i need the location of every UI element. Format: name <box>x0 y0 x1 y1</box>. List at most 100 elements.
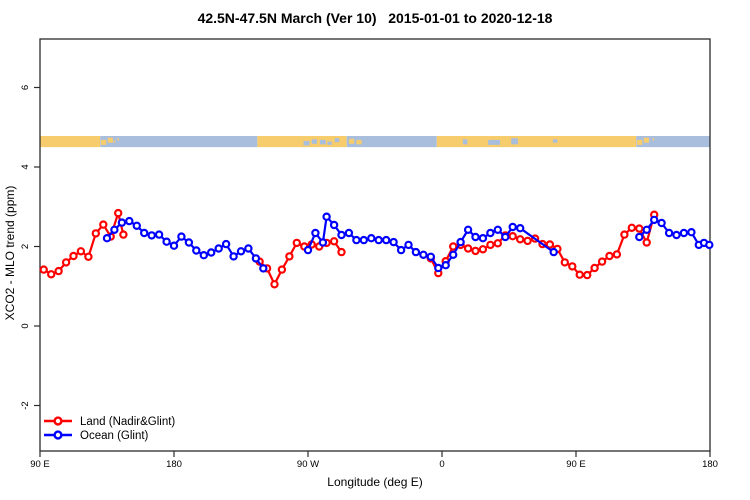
map-strip-ocean-speck <box>303 141 310 146</box>
series-ocean-glint-point <box>318 238 328 247</box>
map-strip-ocean-speck <box>488 139 501 145</box>
series-ocean-glint-point <box>154 230 164 239</box>
series-ocean-glint-point <box>102 233 112 243</box>
series-ocean-glint-point <box>329 220 339 230</box>
series-ocean-glint-point <box>221 239 231 249</box>
map-strip-land-speck <box>652 138 655 141</box>
series-land-nadir-glint-point <box>627 223 637 232</box>
map-strip-land-segment <box>40 135 101 148</box>
series-land-nadir-glint-point <box>463 244 473 253</box>
legend-marker-icon <box>53 416 63 426</box>
series-ocean-glint-point <box>125 216 134 226</box>
x-tick-label: 180 <box>166 459 182 470</box>
map-strip-ocean-segment <box>100 135 258 148</box>
series-ocean-glint-point <box>139 228 149 238</box>
map-strip-land-speck <box>113 140 116 143</box>
series-ocean-glint-point <box>501 232 510 242</box>
series-ocean-glint-point <box>177 232 186 241</box>
series-land-nadir-glint-point <box>620 230 629 239</box>
series-land-nadir-glint-point <box>523 236 532 246</box>
x-tick-label: 180 <box>702 459 718 470</box>
series-ocean-glint-point <box>650 215 659 225</box>
series-land-nadir-glint-point <box>277 265 287 274</box>
map-strip-land-speck <box>348 138 355 144</box>
series-land-nadir-glint-point <box>635 224 644 233</box>
map-strip-ocean-segment <box>636 135 710 148</box>
series-land-nadir-glint-point <box>270 280 279 289</box>
series-ocean-glint-point <box>229 252 238 261</box>
series-ocean-glint-point <box>434 263 443 273</box>
series-ocean-glint-point <box>132 221 141 230</box>
series-land-nadir-glint-point <box>76 247 86 256</box>
series-ocean-glint-line <box>106 219 265 270</box>
map-strip-land-speck <box>101 139 107 145</box>
series-land-nadir-glint-point <box>39 265 48 274</box>
map-strip-land-speck <box>356 139 362 145</box>
series-ocean-glint-point <box>449 250 458 259</box>
series-land-nadir-glint-point <box>642 238 651 247</box>
map-strip-land-segment <box>257 135 347 148</box>
series-ocean-glint-point <box>352 235 361 245</box>
series-ocean-glint-point <box>206 248 216 257</box>
series-ocean-glint-point <box>199 250 208 260</box>
legend: Land (Nadir&Glint) Ocean (Glint) <box>44 416 175 442</box>
series-ocean-glint-point <box>426 252 435 261</box>
map-strip-ocean-speck <box>462 139 468 145</box>
plot-border <box>39 38 711 452</box>
series-land-nadir-glint-point <box>119 230 128 239</box>
map-strip-land-segment <box>436 135 637 148</box>
series-land-nadir-glint-point <box>545 240 555 249</box>
series-ocean-glint-point <box>251 254 261 263</box>
series-ocean-glint-point <box>404 240 413 250</box>
map-strip-ocean-speck <box>327 141 332 145</box>
series-land-nadir-glint-point <box>560 258 570 267</box>
series-land-nadir-glint-point <box>493 239 502 248</box>
series-ocean-glint-point <box>389 237 398 247</box>
series-land-nadir-glint-point <box>508 231 517 241</box>
series-land-nadir-glint-point <box>99 220 108 229</box>
series-ocean-glint-point <box>382 235 391 245</box>
y-tick-label: -2 <box>20 401 31 409</box>
series-land-nadir-glint-point <box>329 237 339 246</box>
map-strip-land-speck <box>643 137 649 143</box>
series-ocean-glint-point <box>259 264 268 273</box>
series-land-nadir-glint-point <box>47 270 56 279</box>
series-ocean-glint-point <box>642 225 651 234</box>
legend-label: Ocean (Glint) <box>80 430 149 442</box>
chart-title: 42.5N-47.5N March (Ver 10) 2015-01-01 to… <box>197 10 553 26</box>
series-ocean-glint-point <box>184 238 194 247</box>
series-ocean-glint-point <box>687 227 696 237</box>
series-ocean-glint-point <box>374 235 383 245</box>
series-ocean-glint-point <box>244 244 253 253</box>
series-land-nadir-glint-point <box>54 266 63 276</box>
series-ocean-glint-point <box>705 240 714 250</box>
x-tick-label: 90 E <box>566 459 586 470</box>
map-strip-land-speck <box>117 138 119 141</box>
series-ocean-glint-point <box>344 228 354 238</box>
series-land-nadir-glint-point <box>516 235 525 244</box>
series-ocean-glint-point <box>635 232 644 242</box>
series-ocean-glint-point <box>192 246 201 255</box>
legend-label: Land (Nadir&Glint) <box>80 416 175 428</box>
x-tick-label: 90 E <box>30 459 50 470</box>
series-land-nadir-glint-point <box>471 246 480 256</box>
series-ocean-glint-point <box>508 222 517 232</box>
series-ocean-glint-point <box>322 212 331 221</box>
series-land-nadir-glint-point <box>449 242 458 251</box>
series-ocean-glint-point <box>549 247 558 257</box>
series-ocean-glint-point <box>664 228 674 238</box>
series-ocean-glint <box>102 212 714 273</box>
series-land-nadir-glint-point <box>612 250 622 259</box>
series-ocean-glint-point <box>367 233 376 243</box>
series-ocean-glint-point <box>679 228 689 238</box>
series-ocean-glint-point <box>311 228 320 238</box>
series-land-nadir-glint-point <box>597 257 607 266</box>
x-tick-label: 90 W <box>297 459 319 470</box>
series-ocean-glint-point <box>337 230 346 240</box>
x-tick-label: 0 <box>439 459 444 470</box>
series-land-nadir-glint-point <box>583 270 592 280</box>
series-land-nadir-glint-point <box>84 252 93 261</box>
series-ocean-glint-point <box>419 250 428 259</box>
